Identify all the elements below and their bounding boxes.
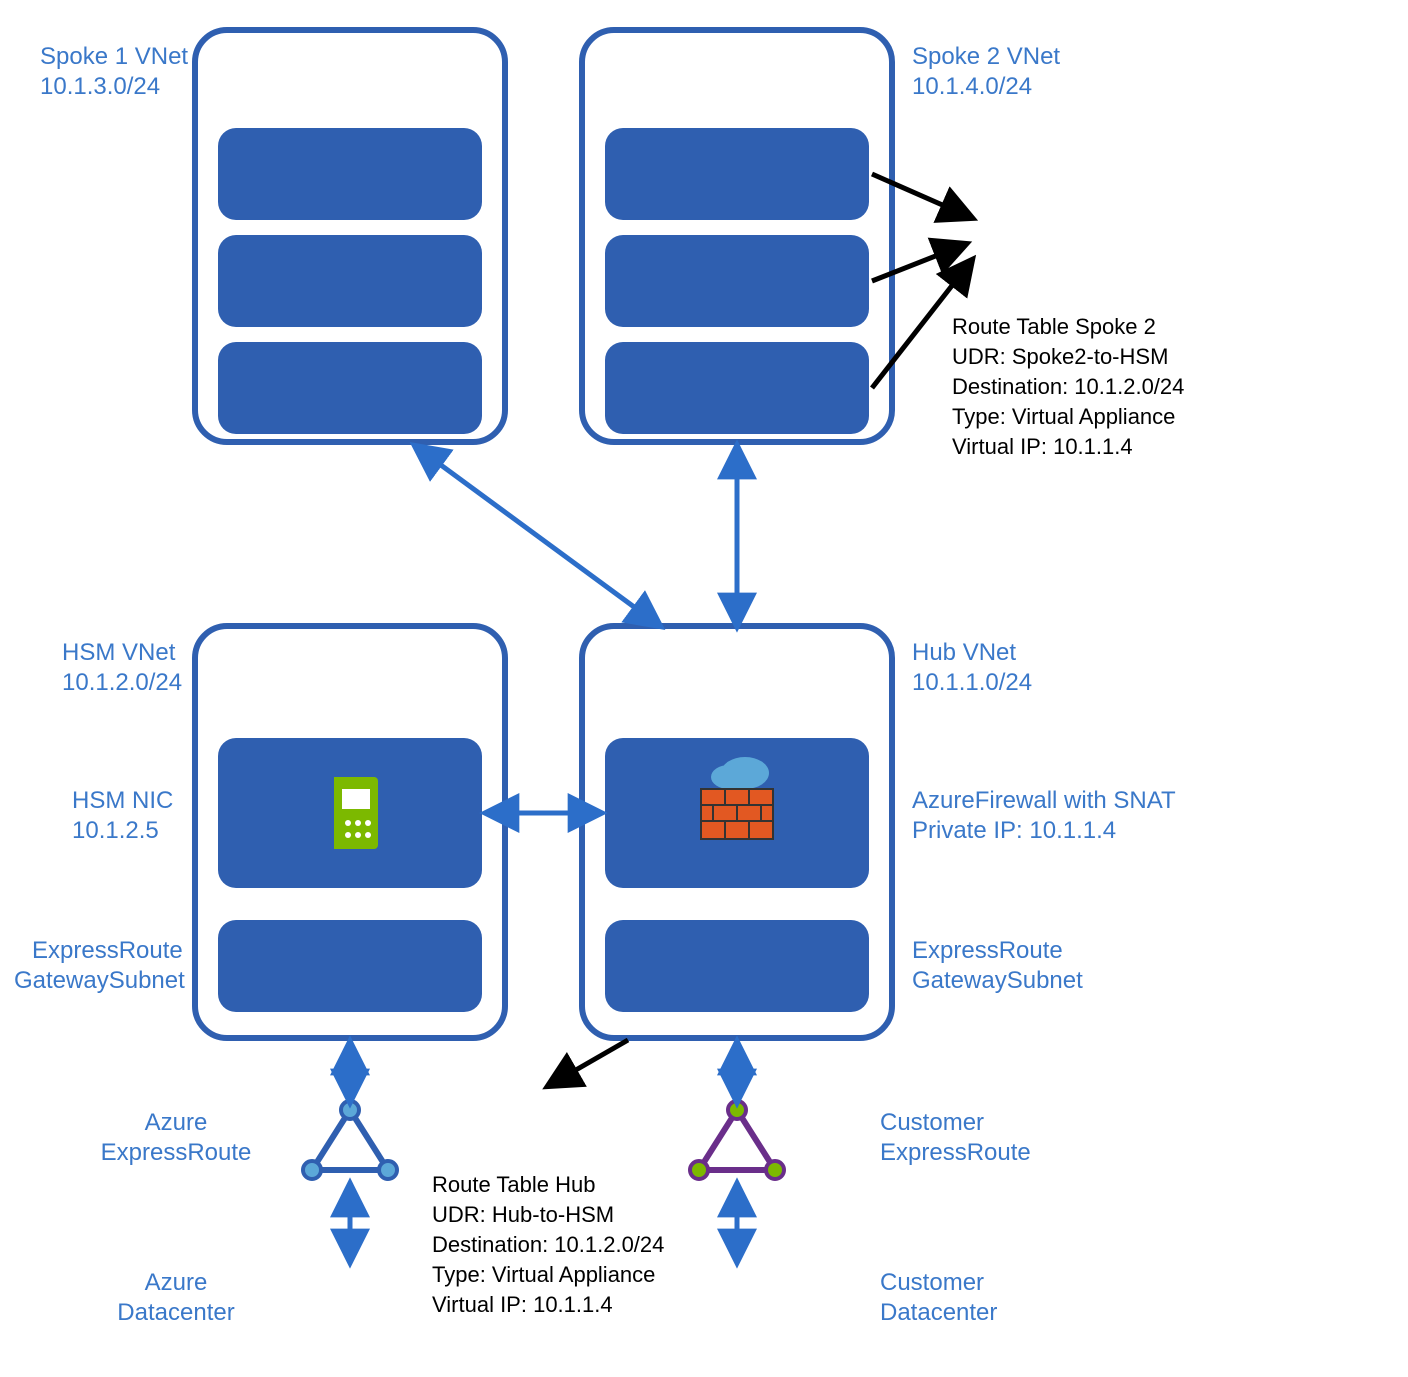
hub-fw-1: AzureFirewall with SNAT <box>912 787 1176 814</box>
spoke1-title: Spoke 1 VNet <box>40 43 188 70</box>
spoke2-cidr: 10.1.4.0/24 <box>912 73 1032 100</box>
rt-hub-line2: UDR: Hub-to-HSM <box>432 1202 614 1227</box>
spoke2-vm-pill-2 <box>605 235 869 327</box>
rt-hub-line5: Virtual IP: 10.1.1.4 <box>432 1292 613 1317</box>
hub-cidr: 10.1.1.0/24 <box>912 669 1032 696</box>
cust-er-2: ExpressRoute <box>880 1139 1031 1166</box>
hub-title: Hub VNet <box>912 639 1016 666</box>
azure-dc-2: Datacenter <box>117 1299 234 1326</box>
hsm-gw-pill <box>218 920 482 1012</box>
hub-er-gw-1: ExpressRoute <box>912 937 1063 964</box>
spoke1-vm-pill-3 <box>218 342 482 434</box>
hsm-er-gw-2: GatewaySubnet <box>14 967 185 994</box>
rt-hub-line4: Type: Virtual Appliance <box>432 1262 655 1287</box>
azure-er-2: ExpressRoute <box>101 1139 252 1166</box>
spoke1-vm-pill-1 <box>218 128 482 220</box>
rt-spoke2-line5: Virtual IP: 10.1.1.4 <box>952 434 1133 459</box>
rt-spoke2-line1: Route Table Spoke 2 <box>952 314 1156 339</box>
rt-spoke2-line3: Destination: 10.1.2.0/24 <box>952 374 1184 399</box>
cust-er-1: Customer <box>880 1109 984 1136</box>
rt-spoke2-line2: UDR: Spoke2-to-HSM <box>952 344 1168 369</box>
rt-hub-line3: Destination: 10.1.2.0/24 <box>432 1232 664 1257</box>
spoke1-vm-pill-2 <box>218 235 482 327</box>
rt-hub-line1: Route Table Hub <box>432 1172 596 1197</box>
spoke2-vm-pill-1 <box>605 128 869 220</box>
spoke1-cidr: 10.1.3.0/24 <box>40 73 160 100</box>
cust-dc-2: Datacenter <box>880 1299 997 1326</box>
hsm-title: HSM VNet <box>62 639 176 666</box>
azure-er-1: Azure <box>145 1109 208 1136</box>
hub-fw-2: Private IP: 10.1.1.4 <box>912 817 1116 844</box>
hub-er-gw-2: GatewaySubnet <box>912 967 1083 994</box>
hsm-nic-ip: 10.1.2.5 <box>72 817 159 844</box>
hsm-er-gw-1: ExpressRoute <box>32 937 183 964</box>
rt-spoke2-line4: Type: Virtual Appliance <box>952 404 1175 429</box>
cust-dc-1: Customer <box>880 1269 984 1296</box>
spoke2-vm-pill-3 <box>605 342 869 434</box>
hsm-cidr: 10.1.2.0/24 <box>62 669 182 696</box>
hsm-nic: HSM NIC <box>72 787 173 814</box>
azure-expressroute-icon <box>303 1101 397 1179</box>
network-diagram: Spoke 1 VNet 10.1.3.0/24 Spoke 2 VNet 10… <box>0 0 1408 1377</box>
spoke2-title: Spoke 2 VNet <box>912 43 1060 70</box>
hub-gw-pill <box>605 920 869 1012</box>
hsm-device-icon <box>322 777 378 849</box>
customer-expressroute-icon <box>690 1101 784 1179</box>
azure-dc-1: Azure <box>145 1269 208 1296</box>
